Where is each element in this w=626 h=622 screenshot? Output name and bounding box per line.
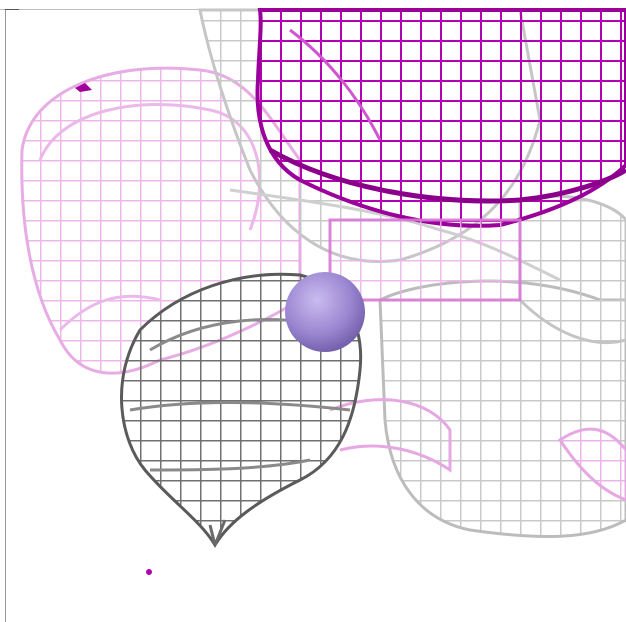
gray-mesh-right	[329, 194, 626, 539]
atom-sphere[interactable]	[285, 272, 365, 352]
magenta-dot-small	[75, 83, 92, 92]
pink-mesh-center	[328, 218, 522, 302]
viewer-left-border	[5, 9, 6, 622]
viewer-corner-tick	[5, 9, 19, 10]
magenta-dot-bottom	[146, 569, 152, 575]
magenta-mesh-top	[255, 8, 626, 228]
